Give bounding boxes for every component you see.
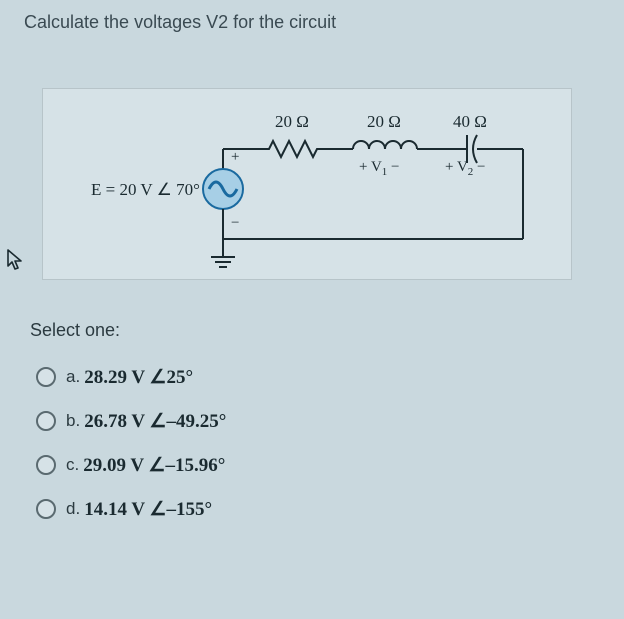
circuit-panel: + − E = 20 V ∠ 70° 20 Ω 20 Ω: [42, 88, 572, 280]
v2-minus: −: [477, 159, 485, 175]
circuit-diagram: + − E = 20 V ∠ 70° 20 Ω 20 Ω: [53, 99, 561, 269]
circuit-svg: + − E = 20 V ∠ 70° 20 Ω 20 Ω: [53, 99, 561, 269]
r1-label: 20 Ω: [275, 112, 309, 131]
option-letter: c.: [66, 455, 79, 475]
option-letter: a.: [66, 367, 80, 387]
svg-text:+ V1 −: + V1 −: [359, 159, 400, 178]
option-text: 14.14 V ∠–155°: [84, 498, 212, 521]
l1-label: 20 Ω: [367, 112, 401, 131]
option-b[interactable]: b. 26.78 V ∠–49.25°: [36, 402, 226, 440]
quiz-page: Calculate the voltages V2 for the circui…: [0, 0, 624, 619]
radio-icon[interactable]: [36, 411, 56, 431]
select-one-label: Select one:: [30, 320, 120, 341]
options-group: a. 28.29 V ∠25° b. 26.78 V ∠–49.25° c. 2…: [36, 352, 226, 534]
option-text: 29.09 V ∠–15.96°: [83, 454, 225, 477]
option-letter: d.: [66, 499, 80, 519]
c1-label: 40 Ω: [453, 112, 487, 131]
v2-plus: + V: [445, 159, 468, 175]
radio-icon[interactable]: [36, 499, 56, 519]
option-a[interactable]: a. 28.29 V ∠25°: [36, 358, 226, 396]
option-text: 26.78 V ∠–49.25°: [84, 410, 226, 433]
option-c[interactable]: c. 29.09 V ∠–15.96°: [36, 446, 226, 484]
radio-icon[interactable]: [36, 455, 56, 475]
v1-minus: −: [391, 159, 399, 175]
source-plus: +: [231, 149, 239, 165]
mouse-cursor-icon: [6, 248, 26, 272]
source-label: E = 20 V ∠ 70°: [91, 180, 200, 199]
radio-icon[interactable]: [36, 367, 56, 387]
v1-plus: + V: [359, 159, 382, 175]
option-d[interactable]: d. 14.14 V ∠–155°: [36, 490, 226, 528]
source-minus: −: [231, 215, 239, 231]
option-text: 28.29 V ∠25°: [84, 366, 193, 389]
option-letter: b.: [66, 411, 80, 431]
question-text: Calculate the voltages V2 for the circui…: [24, 12, 336, 33]
svg-text:+ V2 −: + V2 −: [445, 159, 486, 178]
